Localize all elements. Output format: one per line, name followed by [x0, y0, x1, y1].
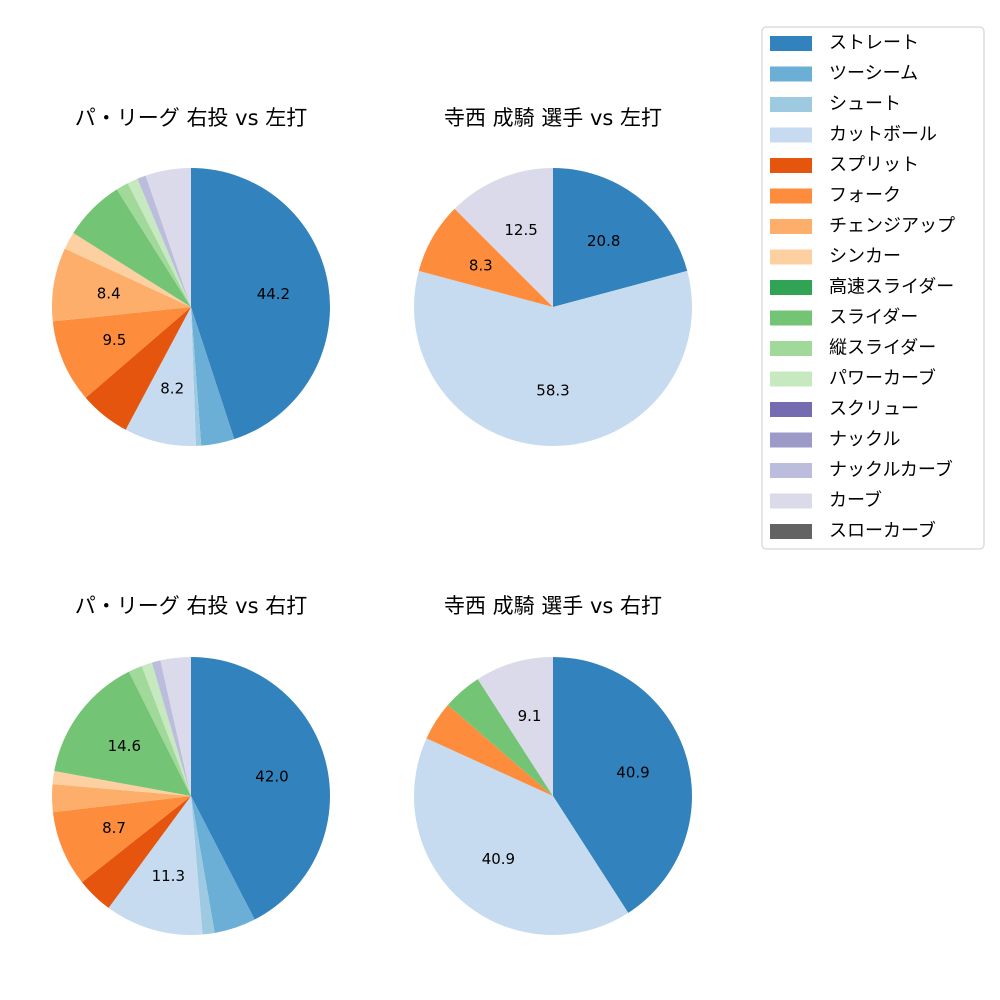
legend-swatch [770, 36, 812, 51]
legend-swatch [770, 371, 812, 387]
slice-percent-label: 44.2 [257, 285, 290, 303]
legend-swatch [770, 249, 812, 265]
pie-slice [414, 270, 692, 446]
legend-swatch [770, 524, 812, 539]
pie-chart-teranishi-vs-right-batter: 寺西 成騎 選手 vs 右打 40.9 40.9 9.1 [414, 594, 693, 935]
legend-swatch [770, 97, 812, 112]
pie-slice [160, 657, 191, 796]
pie-chart-teranishi-vs-left-batter: 寺西 成騎 選手 vs 左打 20.8 58.3 8.3 12.5 [414, 106, 692, 446]
legend-swatch [770, 341, 812, 356]
slice-percent-label: 8.7 [102, 819, 126, 837]
slice-percent-label: 40.9 [616, 764, 649, 782]
pie-slice [477, 657, 553, 796]
slice-percent-label: 11.3 [152, 867, 185, 885]
chart-title: 寺西 成騎 選手 vs 右打 [444, 594, 662, 618]
legend-label: スローカーブ [829, 520, 936, 542]
pie-slice [553, 656, 693, 913]
pie-slice [116, 183, 191, 307]
pie-slice [414, 738, 629, 935]
chart-title: 寺西 成騎 選手 vs 左打 [444, 106, 662, 130]
pie-slice [191, 168, 330, 440]
legend-label: 縦スライダー [829, 338, 936, 359]
slice-percent-label: 58.3 [536, 381, 569, 399]
slice-percent-label: 20.8 [587, 232, 620, 250]
pie-slice [52, 784, 191, 813]
pie-slice [52, 796, 192, 883]
legend-swatch [770, 432, 812, 448]
slice-percent-label: 42.0 [255, 767, 288, 785]
legend-frame [761, 26, 985, 550]
pie-slice [151, 660, 191, 796]
chart-title: パ・リーグ 右投 vs 左打 [75, 106, 307, 130]
legend-label: ストレート [829, 33, 919, 54]
legend: ストレートツーシームシュートカットボールスプリットフォークチェンジアップシンカー… [761, 26, 985, 550]
pie-slice [454, 168, 553, 307]
slice-percent-label: 12.5 [504, 221, 537, 239]
legend-label: スクリュー [829, 399, 919, 420]
slice-percent-label: 8.3 [469, 256, 493, 274]
legend-swatch [770, 402, 812, 417]
pie-slice [85, 307, 191, 430]
slice-percent-label: 8.2 [160, 379, 184, 397]
pie-chart-right-pitcher-vs-left-batter: パ・リーグ 右投 vs 左打 44.2 8.2 9.5 8.4 [52, 106, 330, 446]
legend-swatch [770, 158, 812, 173]
legend-swatch [770, 127, 812, 143]
pie-slice [108, 796, 203, 936]
pie-slice [73, 189, 191, 307]
chart-title: パ・リーグ 右投 vs 右打 [75, 594, 307, 618]
slice-percent-label: 8.4 [97, 284, 121, 302]
legend-swatch [770, 280, 812, 295]
pie-slice [145, 168, 191, 307]
legend-swatch [770, 66, 812, 82]
legend-label: 高速スライダー [829, 277, 954, 298]
pie-slice [82, 796, 191, 908]
legend-label: パワーカーブ [829, 367, 936, 389]
pie-slice [127, 178, 191, 307]
legend-label: スライダー [829, 307, 918, 328]
pie-slice [418, 208, 553, 307]
slice-percent-label: 14.6 [108, 737, 141, 755]
legend-label: ツーシーム [829, 63, 918, 84]
pie-slice [191, 307, 202, 446]
legend-swatch [770, 188, 812, 204]
legend-label: シュート [829, 94, 901, 115]
pie-slice [52, 770, 192, 796]
legend-label: ナックル [829, 429, 900, 450]
legend-swatch [770, 219, 812, 234]
pie-slice [447, 679, 553, 796]
legend-label: カーブ [829, 489, 882, 511]
pie-slice [52, 307, 191, 398]
pie-chart-right-pitcher-vs-right-batter: パ・リーグ 右投 vs 右打 42.0 11.3 8.7 14.6 [52, 594, 331, 936]
pie-slice [191, 796, 255, 933]
legend-swatch [770, 463, 812, 478]
pie-slice [64, 233, 191, 307]
pie-slice [128, 666, 191, 796]
pie-slice [191, 796, 215, 935]
legend-label: チェンジアップ [829, 216, 955, 237]
pie-slice [141, 662, 191, 796]
legend-label: シンカー [829, 246, 901, 267]
pie-slice [52, 248, 191, 322]
slice-percent-label: 9.1 [518, 707, 542, 725]
pie-slice [191, 307, 235, 446]
pie-slice [426, 705, 553, 796]
pie-slice [553, 167, 688, 307]
pie-slice [54, 671, 191, 796]
legend-swatch [770, 310, 812, 326]
slice-percent-label: 40.9 [482, 850, 515, 868]
slice-percent-label: 9.5 [102, 331, 126, 349]
pie-slice [137, 175, 191, 307]
pie-slice [125, 307, 196, 446]
pie-slice [191, 657, 331, 920]
legend-label: ナックルカーブ [829, 459, 953, 481]
legend-swatch [770, 493, 812, 509]
legend-label: スプリット [829, 155, 919, 176]
legend-label: カットボール [829, 124, 937, 145]
legend-label: フォーク [829, 185, 901, 206]
